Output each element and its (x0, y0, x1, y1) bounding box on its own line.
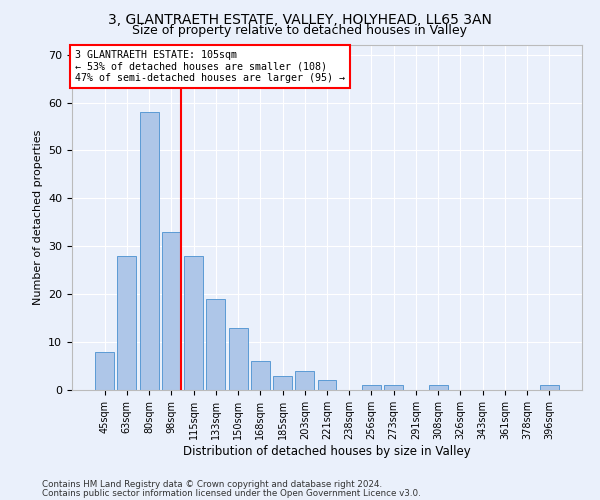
Bar (273, 376, 292, 390)
Y-axis label: Number of detached properties: Number of detached properties (32, 130, 43, 305)
Bar (118, 256, 136, 390)
Text: Size of property relative to detached houses in Valley: Size of property relative to detached ho… (133, 24, 467, 37)
Bar (206, 299, 225, 390)
Bar (251, 361, 270, 390)
Bar (384, 385, 403, 390)
Bar (140, 112, 158, 390)
Bar (362, 385, 381, 390)
Bar (295, 371, 314, 390)
Bar (540, 385, 559, 390)
Text: Contains public sector information licensed under the Open Government Licence v3: Contains public sector information licen… (42, 489, 421, 498)
Text: 3, GLANTRAETH ESTATE, VALLEY, HOLYHEAD, LL65 3AN: 3, GLANTRAETH ESTATE, VALLEY, HOLYHEAD, … (108, 12, 492, 26)
Text: 3 GLANTRAETH ESTATE: 105sqm
← 53% of detached houses are smaller (108)
47% of se: 3 GLANTRAETH ESTATE: 105sqm ← 53% of det… (74, 50, 344, 84)
Bar (95, 352, 114, 390)
Bar (162, 232, 181, 390)
Bar (229, 328, 248, 390)
Bar (317, 380, 337, 390)
X-axis label: Distribution of detached houses by size in Valley: Distribution of detached houses by size … (183, 444, 471, 458)
Bar (429, 385, 448, 390)
Bar (184, 256, 203, 390)
Text: Contains HM Land Registry data © Crown copyright and database right 2024.: Contains HM Land Registry data © Crown c… (42, 480, 382, 489)
